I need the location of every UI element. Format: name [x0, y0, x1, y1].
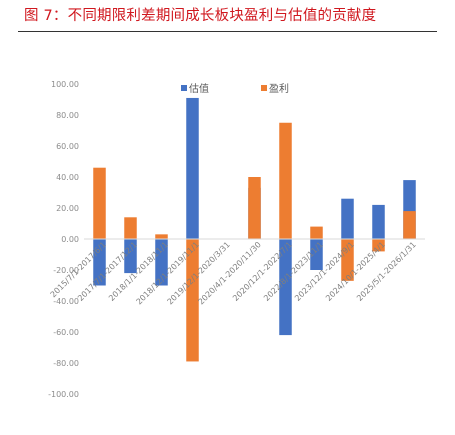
bar-earnings — [248, 177, 261, 239]
bar-earnings — [93, 167, 106, 239]
bar-valuation — [93, 239, 106, 286]
bar-earnings — [403, 211, 416, 239]
y-tick-label: 20.00 — [56, 204, 79, 213]
bar-valuation — [279, 239, 292, 336]
bar-earnings — [372, 239, 385, 252]
y-tick-label: 80.00 — [56, 111, 79, 120]
bar-earnings — [155, 234, 168, 239]
bar-earnings — [279, 122, 292, 239]
bar-earnings — [341, 239, 354, 281]
y-tick-label: 0.00 — [61, 235, 79, 244]
legend-swatch-valuation — [181, 85, 187, 91]
bar-valuation — [372, 204, 385, 239]
bar-earnings — [124, 217, 137, 239]
y-tick-label: -20.00 — [53, 266, 79, 275]
y-tick-label: 100.00 — [51, 80, 79, 89]
x-category-label: 2022/8/1-2023/11/1 — [262, 240, 325, 303]
bar-valuation — [341, 198, 354, 239]
y-tick-label: -80.00 — [53, 359, 79, 368]
legend-swatch-earnings — [261, 85, 267, 91]
bar-valuation — [186, 97, 199, 239]
figure-title: 图 7：不同期限利差期间成长板块盈利与估值的贡献度 — [24, 8, 377, 24]
bar-valuation — [155, 239, 168, 286]
title-divider — [18, 31, 437, 32]
y-tick-label: -40.00 — [53, 297, 79, 306]
y-tick-label: 60.00 — [56, 142, 79, 151]
bar-earnings — [310, 226, 323, 239]
y-tick-label: -100.00 — [48, 390, 79, 399]
y-tick-label: -60.00 — [53, 328, 79, 337]
legend-label-earnings: 盈利 — [269, 83, 289, 95]
x-category-label: 2024/10/1-2025/4/1 — [324, 240, 387, 303]
y-tick-label: 40.00 — [56, 173, 79, 182]
x-category-label: 2025/5/1-2026/1/31 — [355, 240, 418, 303]
bar-valuation — [124, 239, 137, 274]
legend-label-valuation: 估值 — [189, 82, 209, 95]
bar-valuation — [310, 239, 323, 270]
bar-earnings — [186, 239, 199, 362]
